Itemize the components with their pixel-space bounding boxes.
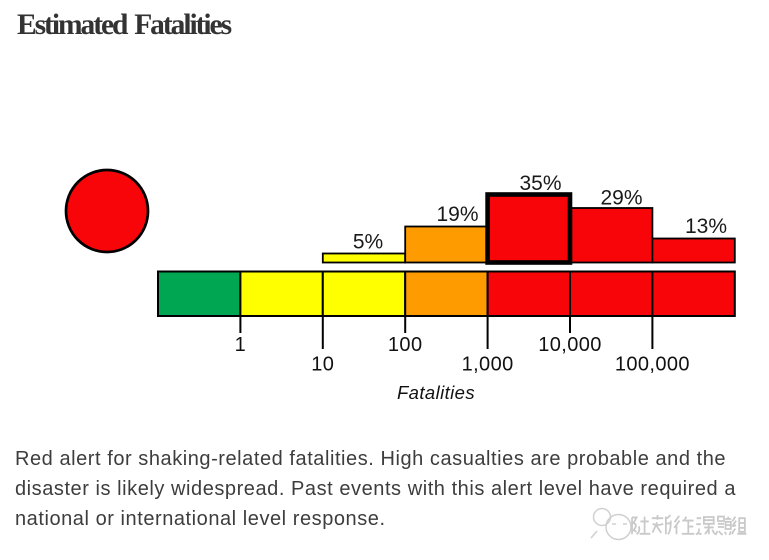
svg-text:100,000: 100,000	[615, 354, 690, 376]
svg-text:19%: 19%	[436, 203, 478, 226]
svg-text:10: 10	[311, 354, 334, 376]
svg-text:35%: 35%	[519, 172, 561, 195]
svg-text:5%: 5%	[353, 231, 383, 254]
svg-text:Fatalities: Fatalities	[397, 382, 475, 403]
svg-text:100: 100	[388, 334, 423, 356]
svg-text:29%: 29%	[600, 187, 642, 210]
svg-text:1,000: 1,000	[462, 354, 514, 376]
svg-text:13%: 13%	[685, 215, 727, 238]
svg-text:10,000: 10,000	[538, 334, 602, 356]
svg-text:1: 1	[235, 334, 247, 356]
